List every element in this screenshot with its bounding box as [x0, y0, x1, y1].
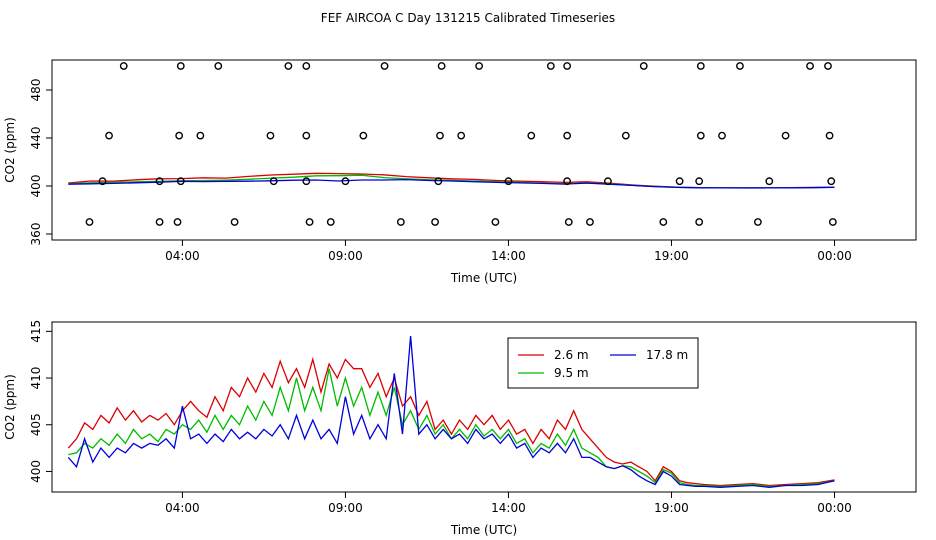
calibration-point — [603, 177, 612, 186]
series-line-2-6-m — [67, 356, 835, 487]
series-line-9-5-m — [68, 368, 835, 488]
calibration-point — [437, 62, 446, 70]
series-line-17-8-m — [67, 335, 835, 488]
series-line-17-8-m — [68, 178, 835, 189]
legend: 2.6 m 17.8 m 9.5 m — [507, 337, 699, 389]
calibration-point — [176, 177, 185, 186]
y-tick-label: 480 — [29, 79, 43, 102]
calibration-point — [155, 218, 164, 226]
calibration-point — [781, 131, 790, 140]
plot-area — [67, 335, 835, 488]
x-tick-label: 04:00 — [165, 249, 200, 263]
plot-frame — [51, 321, 917, 493]
calibration-point — [396, 218, 405, 226]
y-tick-label: 360 — [29, 223, 43, 246]
legend-frame — [507, 337, 699, 389]
x-tick-label: 09:00 — [328, 501, 363, 515]
y-tick-label: 400 — [29, 460, 43, 483]
calibration-point — [806, 62, 814, 70]
calibration-point — [718, 131, 726, 140]
plot-area — [68, 62, 837, 226]
calibration-point — [546, 62, 555, 70]
legend-label: 2.6 m — [554, 348, 589, 362]
y-tick-label: 440 — [29, 127, 43, 150]
calibration-point — [765, 177, 774, 186]
legend-label: 17.8 m — [646, 348, 688, 362]
y-axis-label: CO2 (ppm) — [3, 374, 17, 440]
legend-label: 9.5 m — [554, 366, 589, 380]
x-tick-label: 19:00 — [654, 501, 689, 515]
chart-title: FEF AIRCOA C Day 131215 Calibrated Times… — [321, 11, 615, 25]
bottom-panel-co2-timeseries: 04:00 09:00 14:00 19:00 00:00 400 405 410 415 Tim… — [3, 320, 917, 537]
calibration-point — [173, 218, 182, 226]
calibration-point — [431, 218, 439, 226]
plot-frame — [51, 59, 917, 241]
calibration-point — [155, 177, 164, 186]
calibration-point — [695, 218, 704, 226]
calibration-point — [828, 218, 837, 226]
calibration-point — [359, 131, 368, 140]
calibration-point — [85, 218, 94, 226]
calibration-point — [105, 131, 113, 140]
calibration-point — [696, 131, 705, 140]
y-tick-label: 400 — [29, 175, 43, 198]
calibration-point — [563, 177, 572, 186]
calibration-point — [659, 218, 668, 226]
calibration-point — [736, 62, 744, 70]
calibration-point — [326, 218, 335, 226]
calibration-point — [434, 177, 443, 186]
x-tick-label: 00:00 — [817, 249, 852, 263]
calibration-point — [269, 177, 278, 186]
calibration-point — [824, 62, 832, 70]
calibration-point — [639, 62, 648, 70]
x-axis-label: Time (UTC) — [450, 271, 517, 285]
calibration-point — [564, 218, 573, 226]
y-axis-label: CO2 (ppm) — [3, 117, 17, 183]
calibration-point — [266, 131, 275, 140]
calibration-point — [214, 62, 223, 70]
calibration-point — [436, 131, 444, 140]
calibration-point — [696, 62, 705, 70]
x-tick-label: 19:00 — [654, 249, 689, 263]
calibration-point — [825, 131, 834, 140]
calibration-point — [196, 131, 205, 140]
calibration-point — [302, 131, 311, 140]
top-panel-calibrated-scatter: 04:00 09:00 14:00 19:00 00:00 360 400 440 480 Tim… — [3, 59, 917, 285]
x-tick-label: 14:00 — [491, 501, 526, 515]
calibration-point — [457, 131, 466, 140]
x-tick-label: 14:00 — [491, 249, 526, 263]
calibration-point — [302, 62, 311, 70]
x-tick-label: 04:00 — [165, 501, 200, 515]
calibration-point — [675, 177, 684, 186]
x-tick-label: 09:00 — [328, 249, 363, 263]
calibration-point — [176, 62, 185, 70]
calibration-point — [98, 177, 107, 186]
calibration-point — [230, 218, 239, 226]
calibration-point — [341, 177, 350, 186]
calibration-point — [827, 177, 836, 186]
y-tick-label: 415 — [29, 320, 43, 343]
calibration-point — [284, 62, 293, 70]
calibration-point — [527, 131, 536, 140]
calibration-point — [695, 177, 704, 186]
calibration-point — [380, 62, 389, 70]
y-tick-label: 410 — [29, 367, 43, 390]
calibration-point — [563, 62, 572, 70]
calibration-point — [475, 62, 484, 70]
calibration-point — [491, 218, 500, 226]
calibration-point — [753, 218, 762, 226]
calibration-point — [119, 62, 128, 70]
calibration-point — [621, 131, 630, 140]
calibration-point — [175, 131, 184, 140]
calibration-point — [563, 131, 572, 140]
calibration-point — [305, 218, 314, 226]
calibration-point — [302, 177, 311, 186]
calibration-point — [586, 218, 594, 226]
x-tick-label: 00:00 — [817, 501, 852, 515]
calibration-point — [504, 177, 513, 186]
y-tick-label: 405 — [29, 413, 43, 436]
x-axis-label: Time (UTC) — [450, 523, 517, 537]
